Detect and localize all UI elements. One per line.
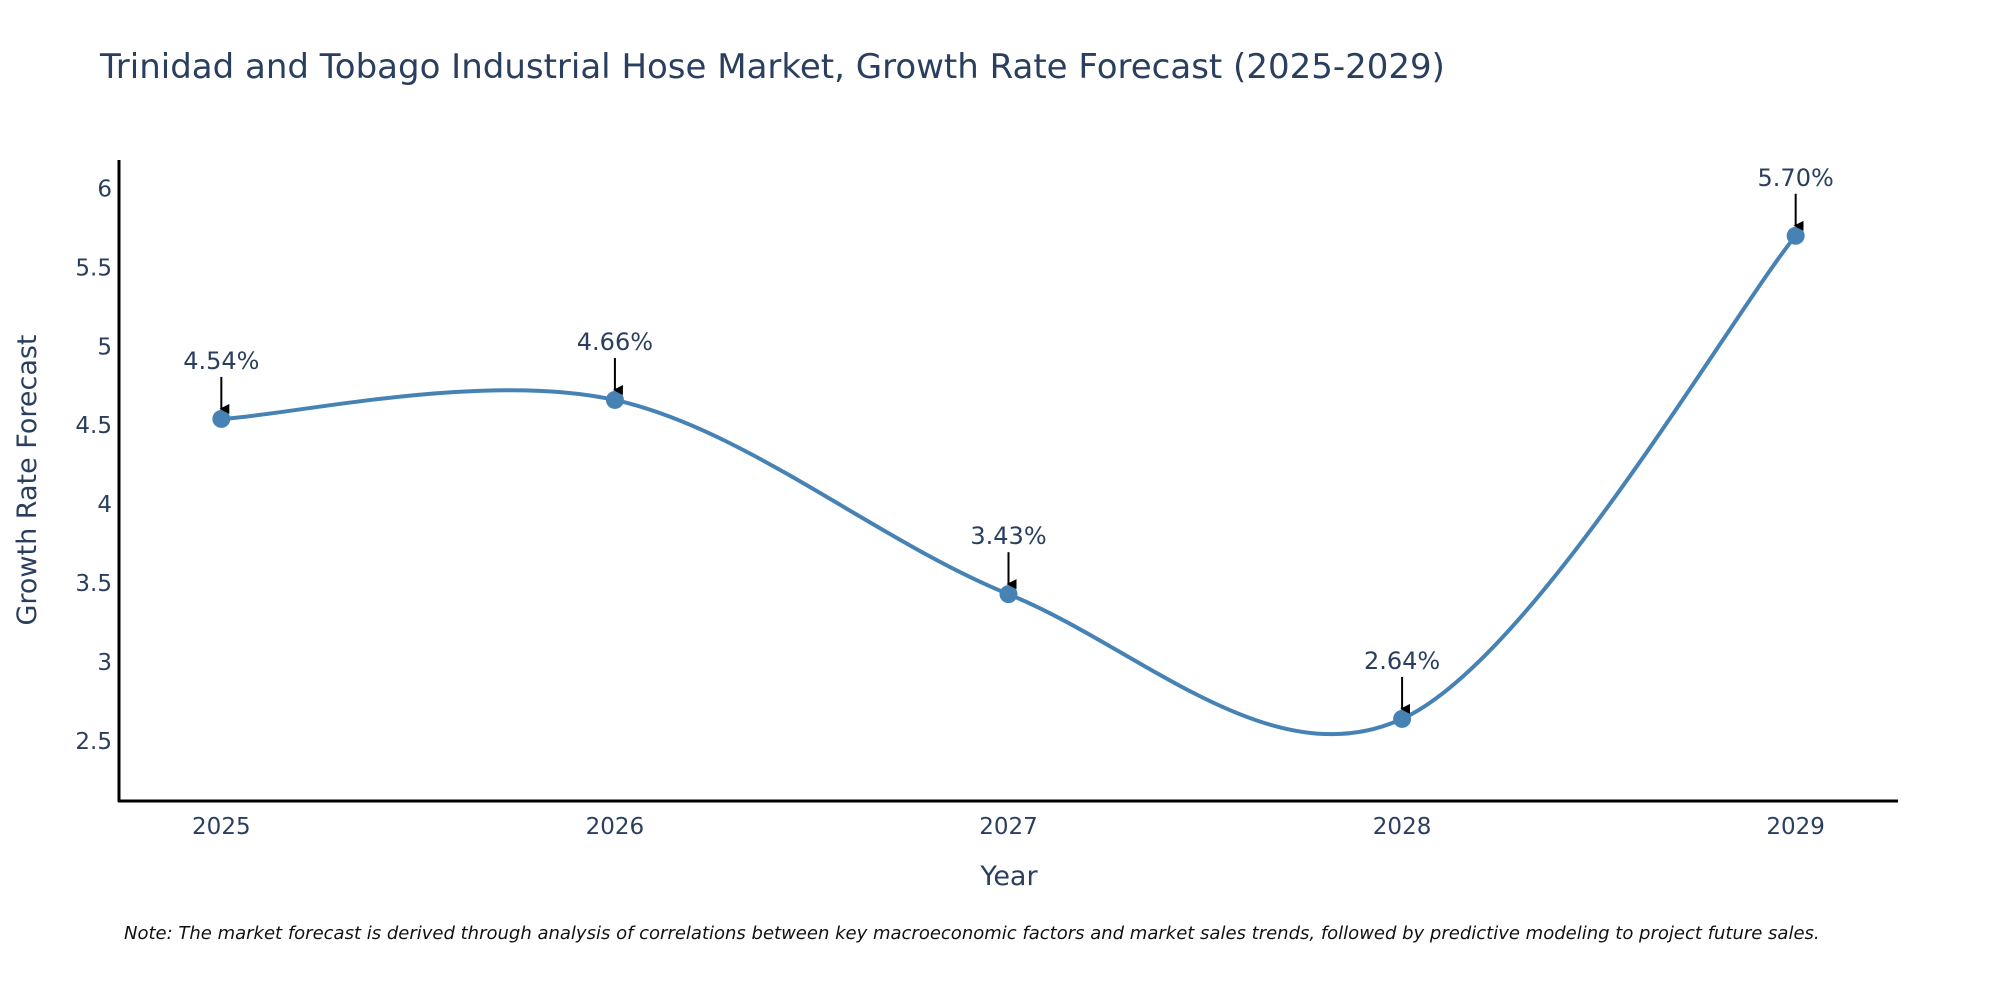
y-tick-label: 5.5 xyxy=(75,255,112,281)
data-point-2026 xyxy=(605,390,624,409)
series-line xyxy=(221,234,1798,737)
y-tick-label: 3.5 xyxy=(75,571,112,597)
chart-title: Trinidad and Tobago Industrial Hose Mark… xyxy=(99,47,1445,87)
y-tick-label: 4 xyxy=(97,492,112,518)
data-point-2027 xyxy=(999,585,1018,604)
x-tick-label: 2026 xyxy=(586,814,645,840)
y-axis-title: Growth Rate Forecast xyxy=(12,334,43,625)
axes xyxy=(117,160,1898,803)
data-label-2026: 4.66% xyxy=(577,328,653,356)
x-tick-label: 2025 xyxy=(192,814,251,840)
tick-labels: 2.5 3 3.5 4 4.5 5 5.5 6 2025 2026 2027 2028 2029 xyxy=(75,176,1825,840)
data-point-2025 xyxy=(212,409,231,428)
series xyxy=(212,226,1805,737)
data-point-2028 xyxy=(1393,709,1412,728)
x-tick-label: 2029 xyxy=(1766,814,1825,840)
y-tick-label: 4.5 xyxy=(75,413,112,439)
x-axis-title: Year xyxy=(979,861,1038,892)
data-label-2027: 3.43% xyxy=(970,522,1046,550)
data-label-2028: 2.64% xyxy=(1364,647,1440,675)
annotations: 4.54% 4.66% 3.43% 2.64% 5.70% xyxy=(183,164,1834,714)
x-tick-label: 2028 xyxy=(1373,814,1432,840)
data-point-2029 xyxy=(1786,226,1805,245)
y-tick-label: 2.5 xyxy=(75,729,112,755)
data-label-2029: 5.70% xyxy=(1758,164,1834,192)
y-tick-label: 6 xyxy=(97,176,112,202)
data-label-2025: 4.54% xyxy=(183,347,259,375)
x-tick-label: 2027 xyxy=(979,814,1038,840)
chart-note: Note: The market forecast is derived thr… xyxy=(124,923,1820,944)
y-tick-label: 3 xyxy=(97,650,112,676)
y-tick-label: 5 xyxy=(97,334,112,360)
